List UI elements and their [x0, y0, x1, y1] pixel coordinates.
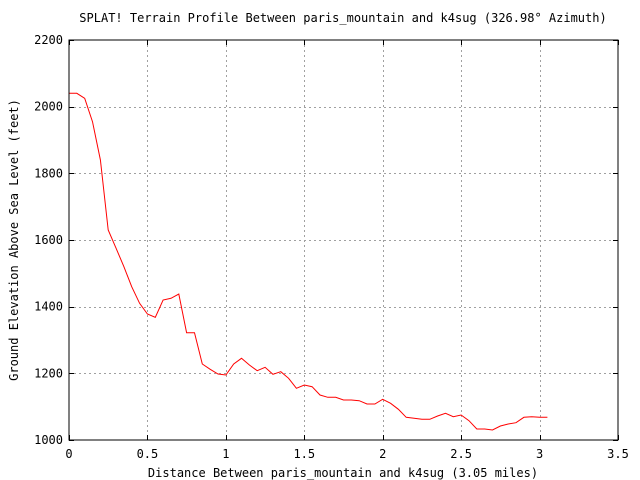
x-tick-label: 3 — [536, 447, 543, 461]
x-tick-label: 2.5 — [450, 447, 472, 461]
y-tick-label: 1600 — [34, 233, 63, 247]
series-layer — [69, 92, 548, 431]
x-axis-label: Distance Between paris_mountain and k4su… — [148, 466, 538, 480]
plot-frame — [68, 39, 619, 441]
x-tick-label: 0.5 — [137, 447, 159, 461]
chart-title: SPLAT! Terrain Profile Between paris_mou… — [79, 11, 606, 25]
y-tick-label: 2000 — [34, 100, 63, 114]
x-tick-label: 0 — [65, 447, 72, 461]
x-tick-label: 1.5 — [293, 447, 315, 461]
grid-lines — [69, 40, 618, 440]
x-tick-label: 1 — [222, 447, 229, 461]
x-tick-label: 3.5 — [607, 447, 629, 461]
y-tick-labels: 1000 1200 1400 1600 1800 2000 2200 — [34, 33, 63, 447]
y-tick-label: 2200 — [34, 33, 63, 47]
terrain-elevation-line — [69, 92, 548, 431]
y-axis-label: Ground Elevation Above Sea Level (feet) — [7, 99, 21, 381]
y-tick-label: 1200 — [34, 366, 63, 380]
x-tick-label: 2 — [379, 447, 386, 461]
x-tick-labels: 0 0.5 1 1.5 2 2.5 3 3.5 — [65, 447, 628, 461]
y-tick-label: 1800 — [34, 166, 63, 180]
y-tick-label: 1400 — [34, 300, 63, 314]
y-tick-label: 1000 — [34, 433, 63, 447]
